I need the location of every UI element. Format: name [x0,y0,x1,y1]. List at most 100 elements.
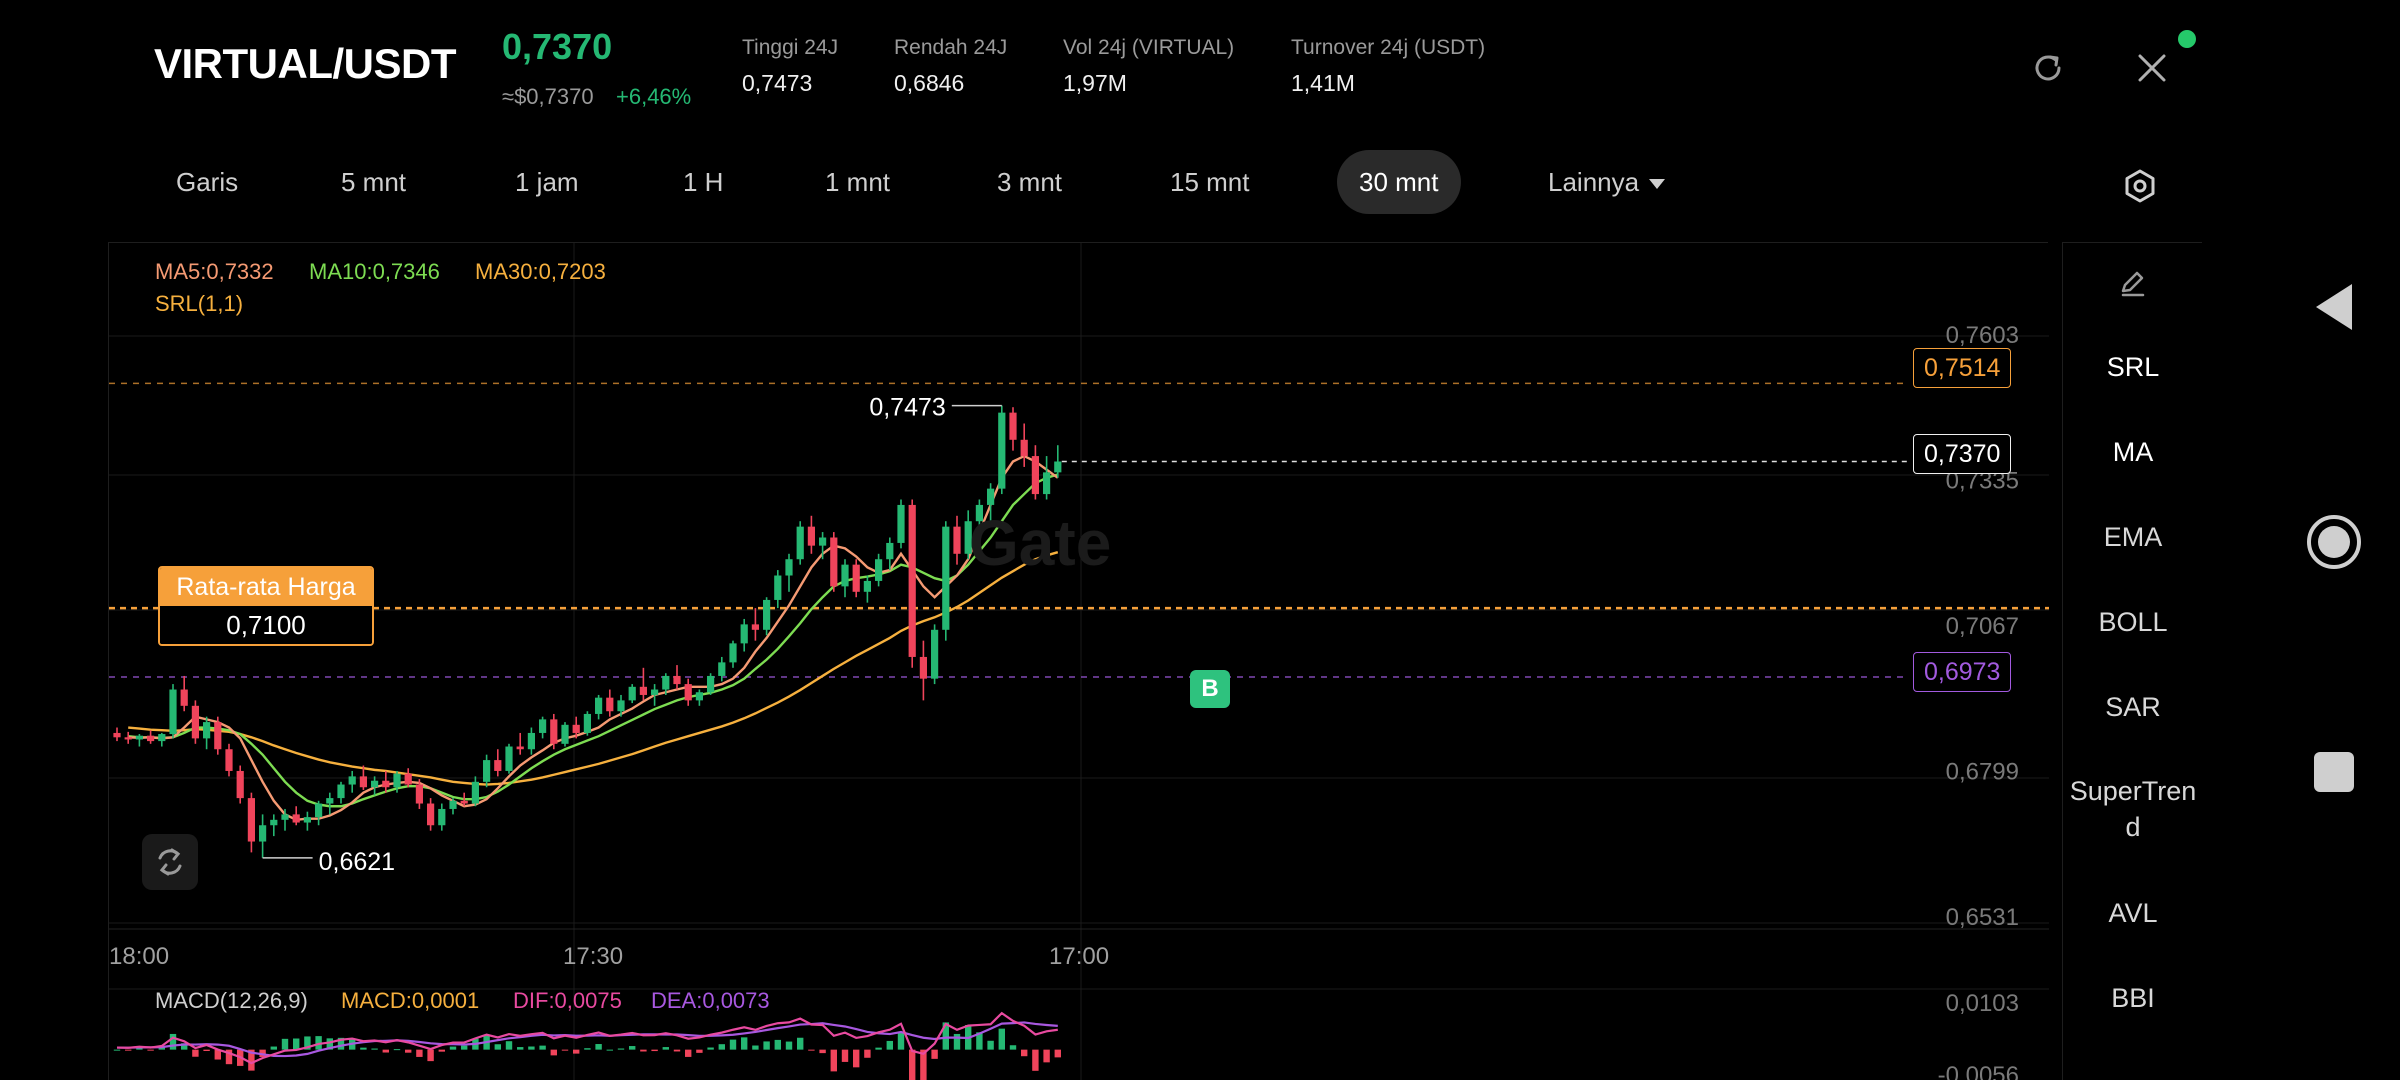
macd-tick-label: 0,0103 [1946,990,2019,1017]
fullscreen-icon [158,848,182,876]
candle-body [404,773,412,785]
candle-body [1031,456,1039,495]
macd-bar [819,1049,826,1054]
avg-price-title: Rata-rata Harga [160,568,372,606]
candle-body [953,526,961,554]
current-price-tag: 0,7370 [1913,434,2012,474]
candle-body [707,675,715,693]
tf-30m[interactable]: 30 mnt [1337,150,1461,214]
macd-bar [158,1047,165,1050]
macd-tick-label: -0,0056 [1938,1062,2019,1080]
candle-body [662,675,670,690]
recent-icon[interactable] [2314,752,2354,792]
macd-bar [998,1028,1005,1050]
candle-body [259,825,267,842]
last-price: 0,7370 [502,26,613,67]
macd-bar [763,1041,770,1050]
back-icon[interactable] [2314,282,2354,332]
ind-ema[interactable]: EMA [2103,522,2163,552]
macd-bar [808,1049,815,1051]
candle-body [908,504,916,657]
candle-body [684,684,692,701]
ind-bbi[interactable]: BBI [2111,983,2155,1013]
settings-hexagon-icon[interactable] [2120,166,2160,206]
macd-bar [214,1049,221,1060]
candle-body [539,719,547,733]
macd-bar [584,1048,591,1050]
candle-body [169,689,177,735]
buy-marker[interactable]: B [1190,670,1230,708]
macd-bar [494,1044,501,1050]
ind-avl[interactable]: AVL [2108,898,2158,928]
macd-bar [517,1047,524,1050]
pair-title[interactable]: VIRTUAL/USDT [154,40,457,87]
candle-body [393,773,401,788]
macd-bar [169,1033,177,1050]
macd-bar [550,1049,557,1056]
tf-more[interactable]: Lainnya [1526,150,1687,214]
tf-1m[interactable]: 1 mnt [825,167,891,197]
tf-5m[interactable]: 5 mnt [341,167,407,197]
tf-1d[interactable]: 1 H [683,167,724,197]
macd-bar [685,1049,692,1057]
dif-label: DIF:0,0075 [513,988,622,1013]
indicator-panel: SRL MA EMA BOLL SAR SuperTren d AVL BBI [2062,242,2202,1080]
candle-body [729,643,737,663]
macd-bar [830,1049,837,1072]
resistance-tag: 0,7514 [1913,348,2012,388]
candle-body [964,521,972,554]
candle-body [135,735,143,740]
tf-more-label: Lainnya [1548,167,1640,197]
candle-body [572,724,580,733]
macd-bar [304,1036,311,1050]
macd-label: MACD:0,0001 [341,988,480,1013]
macd-bar [1032,1049,1039,1071]
macd-bar [371,1048,378,1050]
ma30-label: MA30:0,7203 [475,259,606,284]
candle-body [281,814,289,820]
fullscreen-button[interactable] [142,834,198,890]
ind-ma[interactable]: MA [2112,437,2154,467]
candle-body [527,732,535,750]
tf-line[interactable]: Garis [176,167,239,197]
macd-bar [326,1038,333,1050]
candle-body [124,737,132,740]
macd-bar [841,1049,849,1062]
candle-body [460,800,468,804]
macd-bar [864,1049,871,1058]
macd-bar [528,1046,535,1050]
candle-body [415,784,423,804]
ind-srl[interactable]: SRL [2106,352,2160,382]
candle-body [147,735,155,742]
refresh-icon[interactable] [2028,48,2068,88]
stat-turnover-value: 1,41M [1291,70,1355,96]
macd-bar [427,1049,434,1062]
edit-icon[interactable] [2115,265,2151,301]
tf-15m[interactable]: 15 mnt [1170,167,1250,197]
macd-bar [909,1049,916,1080]
candle-body [348,776,356,785]
macd-bar [774,1039,781,1050]
home-icon[interactable] [2306,514,2362,570]
ind-sar[interactable]: SAR [2105,692,2161,722]
candle-body [427,803,435,826]
tf-3m[interactable]: 3 mnt [997,167,1063,197]
low-label: 0,6621 [319,848,395,876]
ma5-line [128,454,1059,822]
candle-body [796,526,804,560]
tf-1h[interactable]: 1 jam [515,167,579,197]
ind-boll[interactable]: BOLL [2098,607,2168,637]
ma10-label: MA10:0,7346 [309,259,440,284]
macd-bar [886,1040,893,1050]
ind-supertrend[interactable]: SuperTren d [2069,776,2197,842]
macd-bar [651,1049,658,1052]
macd-bar [987,1040,994,1050]
y-tick-label: 0,7603 [1946,322,2019,349]
close-icon[interactable] [2132,48,2172,88]
ma30-line [128,551,1059,786]
macd-bar [797,1037,804,1050]
chart-area[interactable]: 0,7603 0,7335 0,7067 0,6799 0,6531 18:00 17:30… [108,242,2049,1080]
candle-body [740,624,748,644]
caret-down-icon [1649,179,1666,190]
